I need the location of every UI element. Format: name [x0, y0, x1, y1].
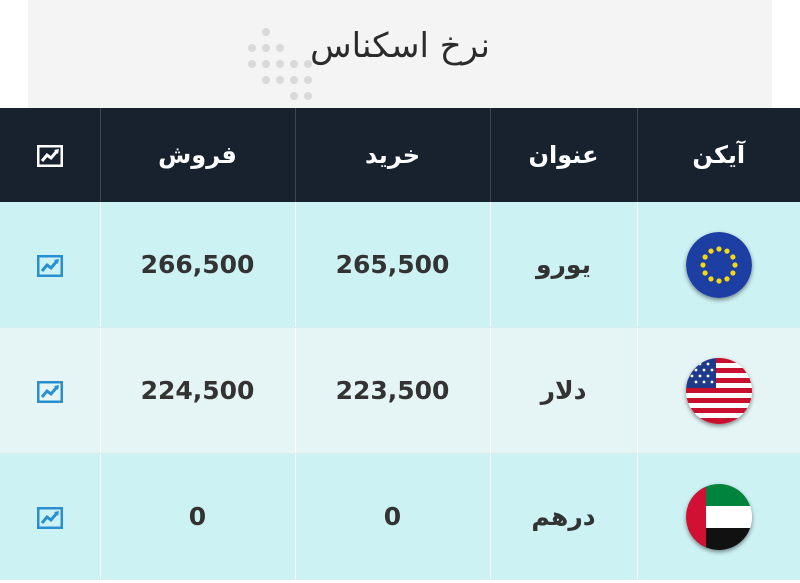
chart-cell[interactable]	[0, 202, 101, 328]
sell-price: 0	[100, 453, 296, 580]
rates-table: فروش خرید عنوان آیکن 266,500 265,500 یور…	[0, 108, 800, 580]
header-icon: آیکن	[637, 108, 800, 202]
buy-price: 265,500	[295, 202, 491, 328]
buy-price: 0	[295, 453, 491, 580]
us-flag-icon	[685, 357, 752, 424]
currency-icon-cell	[637, 202, 800, 328]
header-sell: فروش	[100, 108, 296, 202]
eu-flag-icon	[685, 231, 752, 298]
table-header-row: فروش خرید عنوان آیکن	[0, 108, 800, 202]
chart-trend-icon[interactable]	[36, 381, 63, 403]
table-row: 224,500 223,500 دلار	[0, 327, 800, 454]
buy-price: 223,500	[295, 327, 491, 454]
header-chart	[0, 108, 101, 202]
page-title: نرخ اسکناس	[310, 26, 490, 66]
chart-trend-icon	[36, 145, 63, 167]
chart-cell[interactable]	[0, 453, 101, 580]
chart-trend-icon[interactable]	[36, 507, 63, 529]
currency-icon-cell	[637, 327, 800, 454]
currency-name: یورو	[490, 202, 638, 328]
currency-name: درهم	[490, 453, 638, 580]
chart-cell[interactable]	[0, 327, 101, 454]
currency-name: دلار	[490, 327, 638, 454]
loading-dots-decoration	[248, 28, 312, 100]
title-panel: نرخ اسکناس	[28, 0, 772, 108]
header-buy: خرید	[295, 108, 491, 202]
header-title: عنوان	[490, 108, 638, 202]
chart-trend-icon[interactable]	[36, 255, 63, 277]
currency-icon-cell	[637, 453, 800, 580]
sell-price: 224,500	[100, 327, 296, 454]
sell-price: 266,500	[100, 202, 296, 328]
table-row: 266,500 265,500 یورو	[0, 202, 800, 328]
uae-flag-icon	[685, 483, 752, 550]
table-row: 0 0 درهم	[0, 453, 800, 580]
